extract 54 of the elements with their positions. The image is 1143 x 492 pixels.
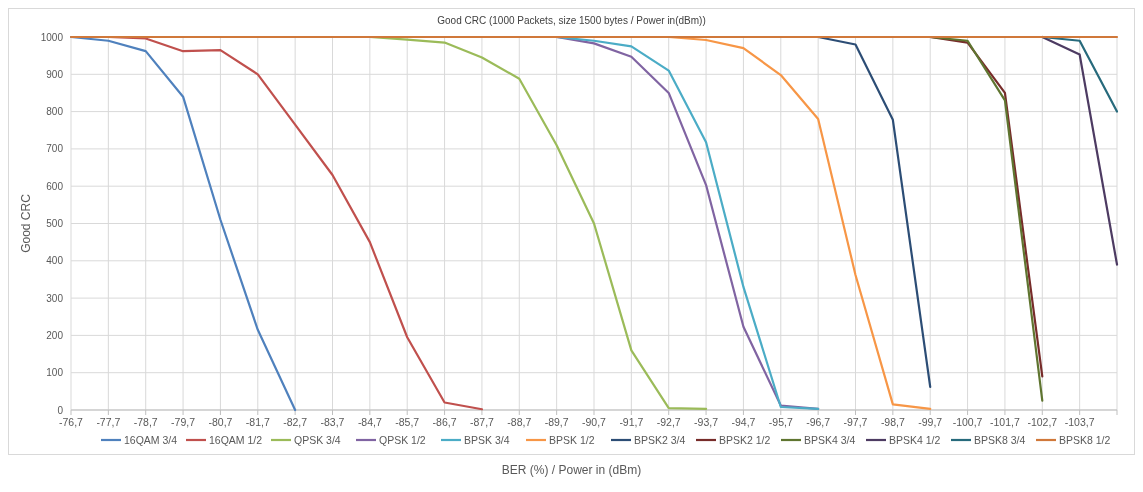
x-tick-label: -80,7 (208, 416, 233, 428)
y-axis-title: Good CRC (19, 193, 33, 253)
x-tick-label: -85,7 (395, 416, 420, 428)
legend-label: QPSK 1/2 (379, 434, 426, 446)
x-tick-label: -101,7 (990, 416, 1020, 428)
x-tick-label: -78,7 (133, 416, 158, 428)
x-tick-label: -97,7 (843, 416, 868, 428)
x-tick-label: -103,7 (1064, 416, 1095, 428)
y-tick-label: 200 (46, 329, 64, 341)
x-tick-label: -90,7 (582, 416, 607, 428)
y-tick-label: 600 (46, 180, 64, 192)
legend-label: QPSK 3/4 (294, 434, 341, 446)
legend-label: 16QAM 3/4 (124, 434, 178, 446)
x-tick-label: -89,7 (544, 416, 569, 428)
legend-label: BPSK2 3/4 (634, 434, 686, 446)
y-tick-label: 0 (57, 404, 64, 416)
x-tick-label: -79,7 (171, 416, 196, 428)
x-tick-label: -86,7 (432, 416, 457, 428)
y-tick-label: 800 (46, 106, 64, 118)
x-tick-label: -95,7 (768, 416, 793, 428)
legend-label: BPSK4 3/4 (804, 434, 856, 446)
x-tick-label: -82,7 (283, 416, 308, 428)
legend-label: 16QAM 1/2 (209, 434, 263, 446)
x-tick-label: -84,7 (357, 416, 382, 428)
x-tick-label: -91,7 (619, 416, 644, 428)
legend-label: BPSK 1/2 (549, 434, 595, 446)
x-tick-label: -102,7 (1027, 416, 1058, 428)
x-tick-label: -93,7 (694, 416, 719, 428)
x-tick-label: -76,7 (59, 416, 84, 428)
x-tick-label: -92,7 (656, 416, 681, 428)
x-tick-label: -88,7 (507, 416, 532, 428)
y-tick-label: 1000 (40, 31, 64, 43)
x-tick-label: -87,7 (469, 416, 495, 428)
legend-label: BPSK8 1/2 (1059, 434, 1111, 446)
y-tick-label: 700 (46, 143, 64, 155)
legend-label: BPSK2 1/2 (719, 434, 771, 446)
x-tick-label: -94,7 (731, 416, 756, 428)
x-tick-label: -100,7 (952, 416, 983, 428)
y-tick-label: 300 (46, 292, 64, 304)
legend-label: BPSK 3/4 (464, 434, 510, 446)
x-tick-label: -81,7 (245, 416, 270, 428)
y-tick-label: 500 (46, 218, 64, 229)
y-tick-label: 100 (46, 367, 64, 379)
x-tick-label: -99,7 (918, 416, 943, 428)
legend-label: BPSK4 1/2 (889, 434, 941, 446)
x-tick-label: -98,7 (880, 416, 905, 428)
x-tick-label: -83,7 (320, 416, 345, 428)
x-tick-label: -77,7 (96, 416, 121, 428)
x-tick-label: -96,7 (806, 416, 831, 428)
y-tick-label: 400 (46, 255, 64, 267)
legend-label: BPSK8 3/4 (974, 434, 1026, 446)
chart-title: Good CRC (1000 Packets, size 1500 bytes / Power in(dBm)) (437, 15, 706, 26)
y-tick-label: 900 (46, 68, 64, 80)
x-axis-title: BER (%) / Power in (dBm) (501, 463, 642, 477)
